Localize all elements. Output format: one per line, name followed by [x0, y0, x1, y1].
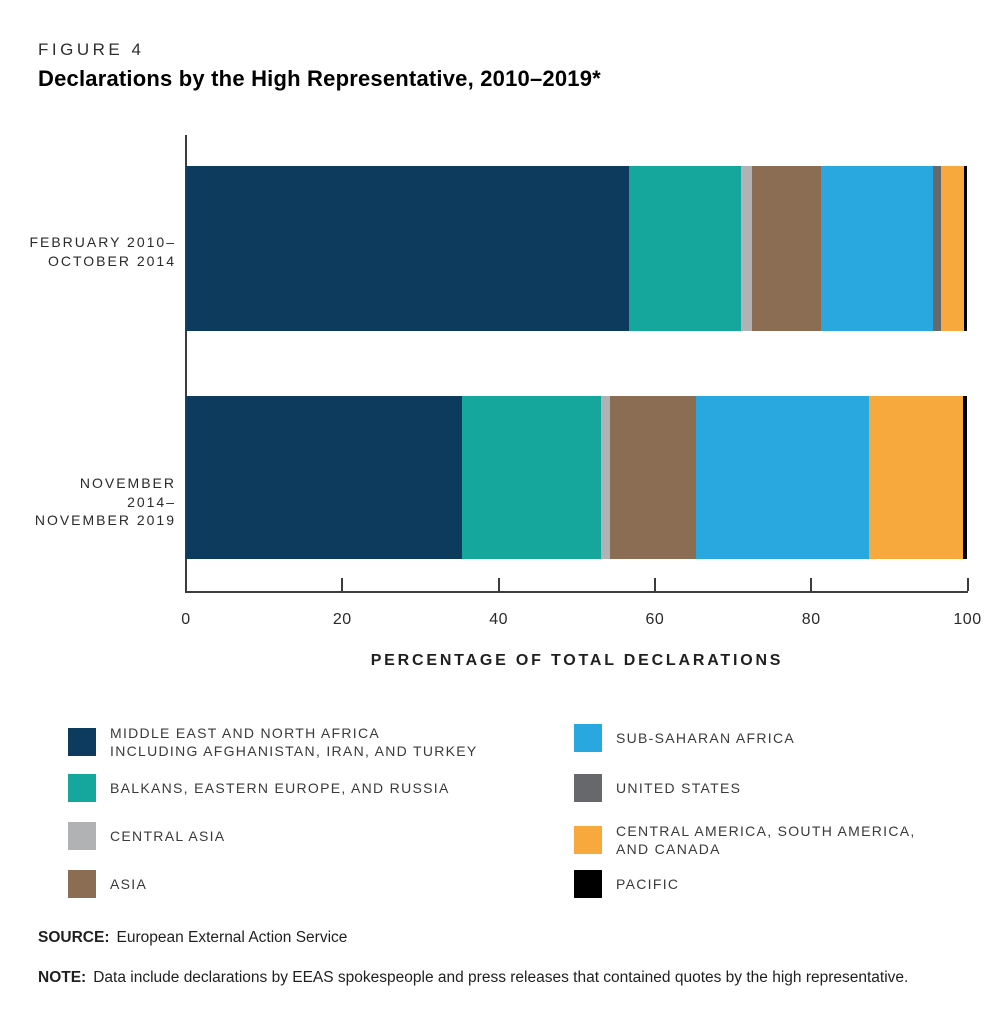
bar-segment [186, 166, 629, 331]
legend-label-line: INCLUDING AFGHANISTAN, IRAN, AND TURKEY [110, 743, 478, 759]
legend-item: MIDDLE EAST AND NORTH AFRICA INCLUDING AF… [68, 724, 478, 760]
legend-swatch [574, 826, 602, 854]
x-axis-tick [497, 578, 500, 591]
legend-label: CENTRAL ASIA [110, 827, 225, 845]
x-axis-tick-label: 60 [645, 611, 665, 628]
x-axis-line [185, 591, 968, 593]
bar-segment [963, 166, 967, 331]
legend-label-line: MIDDLE EAST AND NORTH AFRICA [110, 725, 381, 741]
category-label-line: OCTOBER 2014 [47, 252, 176, 269]
x-axis-tick-label: 100 [953, 611, 982, 628]
category-label-line: NOVEMBER 2019 [34, 512, 176, 528]
x-axis-tick [653, 578, 656, 591]
legend-swatch [68, 822, 96, 850]
category-label: FEBRUARY 2010– OCTOBER 2014 [26, 233, 176, 270]
x-axis-tick-label: 20 [332, 611, 352, 628]
legend-label: CENTRAL AMERICA, SOUTH AMERICA, AND CANAD… [616, 822, 916, 858]
category-label-line: FEBRUARY 2010– [29, 234, 176, 250]
legend-label: MIDDLE EAST AND NORTH AFRICA INCLUDING AF… [110, 724, 478, 760]
category-label-line: NOVEMBER 2014– [79, 475, 176, 510]
legend-swatch [574, 870, 602, 898]
bar-segment [186, 396, 463, 559]
stacked-bar-1 [186, 166, 967, 331]
x-axis-title: PERCENTAGE OF TOTAL DECLARATIONS [370, 652, 784, 669]
legend-label-line: CENTRAL ASIA [110, 828, 226, 844]
bar-segment [600, 396, 611, 559]
legend-label-line: UNITED STATES [616, 780, 742, 796]
x-axis-tick-label: 0 [181, 611, 191, 628]
x-axis-tick [966, 578, 969, 591]
legend-item: ASIA [68, 870, 147, 898]
bar-segment [963, 396, 967, 559]
source-label: SOURCE: [38, 929, 110, 946]
legend-label: SUB-SAHARAN AFRICA [616, 729, 795, 747]
legend-item: PACIFIC [574, 870, 679, 898]
legend-swatch [574, 774, 602, 802]
legend-label-line: AND CANADA [616, 841, 721, 857]
legend-item: CENTRAL ASIA [68, 822, 225, 850]
bar-segment [462, 396, 601, 559]
x-axis-tick-label: 80 [801, 611, 821, 628]
note-line: NOTE: Data include declarations by EEAS s… [38, 969, 908, 987]
stacked-bar-2 [186, 396, 967, 559]
figure-label: FIGURE 4 [38, 40, 145, 59]
note-label: NOTE: [38, 969, 87, 986]
legend-label: BALKANS, EASTERN EUROPE, AND RUSSIA [110, 779, 450, 797]
legend-swatch [68, 870, 96, 898]
legend-label: PACIFIC [616, 875, 679, 893]
legend-label: ASIA [110, 875, 147, 893]
bar-segment [695, 396, 870, 559]
legend-label: UNITED STATES [616, 779, 741, 797]
bar-segment [752, 166, 821, 331]
source-text: European External Action Service [116, 929, 348, 946]
legend-swatch [68, 728, 96, 756]
bar-segment [820, 166, 934, 331]
bar-segment [869, 396, 964, 559]
legend-item: UNITED STATES [574, 774, 741, 802]
legend-label-line: SUB-SAHARAN AFRICA [616, 730, 795, 746]
note-text: Data include declarations by EEAS spokes… [93, 969, 909, 986]
bar-segment [610, 396, 696, 559]
legend-swatch [68, 774, 96, 802]
legend-label-line: PACIFIC [616, 876, 680, 892]
x-axis-tick-label: 40 [489, 611, 508, 628]
category-label: NOVEMBER 2014– NOVEMBER 2019 [26, 474, 176, 530]
legend-item: BALKANS, EASTERN EUROPE, AND RUSSIA [68, 774, 450, 802]
bar-segment [941, 166, 964, 331]
legend-label-line: BALKANS, EASTERN EUROPE, AND RUSSIA [110, 780, 450, 796]
bar-segment [933, 166, 942, 331]
legend-item: SUB-SAHARAN AFRICA [574, 724, 795, 752]
bar-segment [628, 166, 742, 331]
figure-title: Declarations by the High Representative,… [38, 66, 601, 91]
x-axis-tick [810, 578, 813, 591]
legend-item: CENTRAL AMERICA, SOUTH AMERICA, AND CANAD… [574, 822, 916, 858]
x-axis-tick [341, 578, 344, 591]
bar-segment [741, 166, 753, 331]
y-axis-line [185, 135, 187, 591]
source-line: SOURCE: European External Action Service [38, 929, 347, 947]
legend-swatch [574, 724, 602, 752]
legend-label-line: CENTRAL AMERICA, SOUTH AMERICA, [616, 823, 916, 839]
legend-label-line: ASIA [110, 876, 148, 892]
